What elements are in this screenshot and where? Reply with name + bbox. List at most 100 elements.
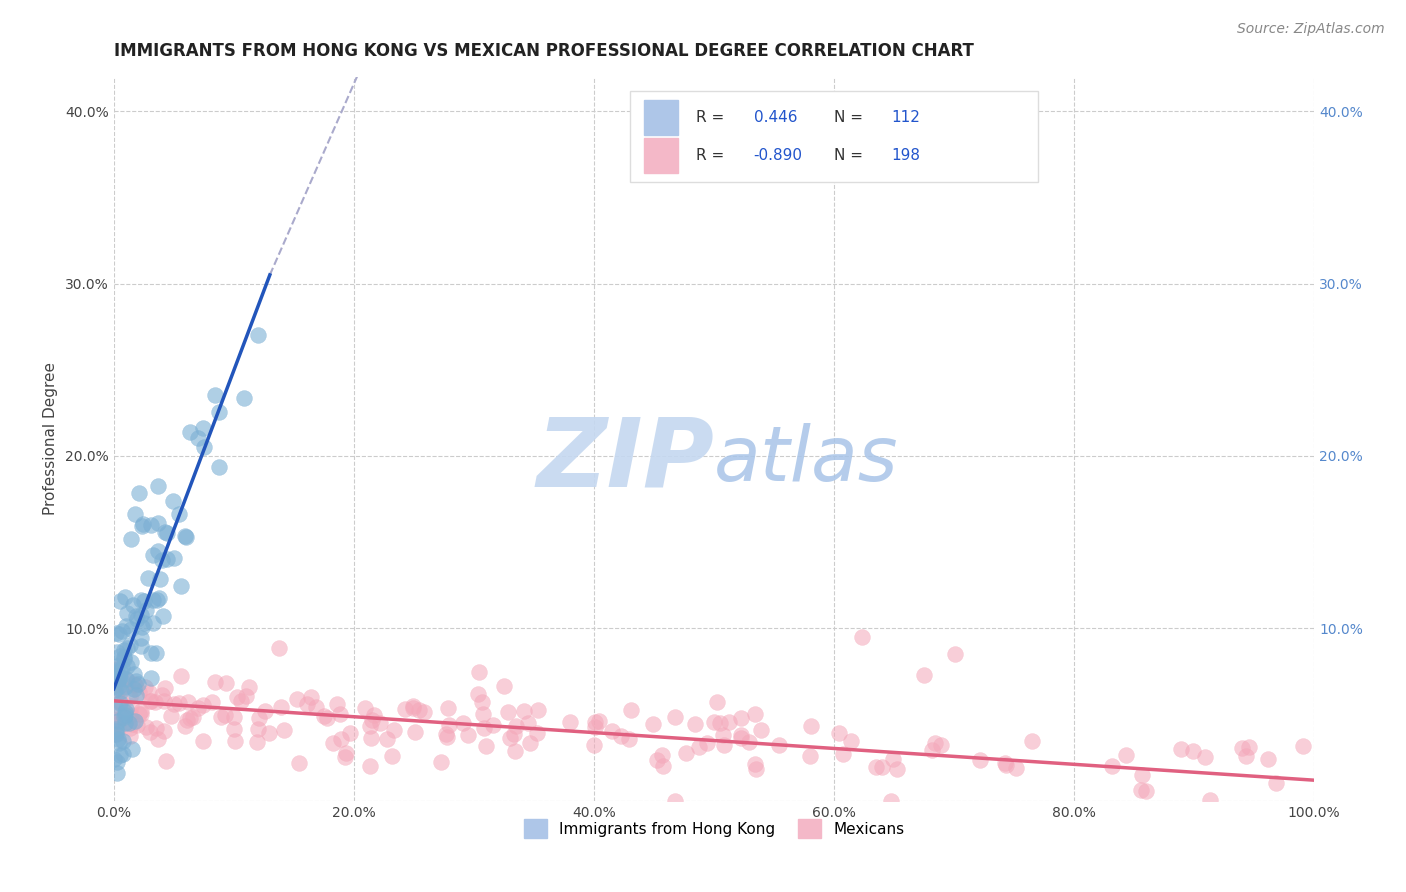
Point	[517, 716, 540, 731]
Point	[224, 733, 246, 747]
Point	[138, 684, 160, 698]
Point	[191, 698, 214, 713]
Point	[131, 519, 153, 533]
Point	[730, 711, 752, 725]
Point	[114, 619, 136, 633]
Point	[436, 731, 458, 745]
Point	[181, 710, 204, 724]
Point	[120, 690, 142, 705]
Point	[187, 431, 209, 445]
Point	[359, 719, 381, 733]
Point	[117, 658, 139, 673]
Point	[114, 705, 136, 719]
Point	[124, 678, 146, 692]
Point	[129, 593, 152, 607]
Point	[112, 642, 135, 657]
Point	[174, 719, 197, 733]
Point	[111, 696, 134, 710]
Point	[214, 708, 236, 723]
Point	[912, 667, 935, 681]
Point	[107, 659, 129, 673]
Point	[139, 694, 162, 708]
Point	[1257, 752, 1279, 766]
Point	[408, 703, 430, 717]
Point	[120, 721, 142, 735]
Text: IMMIGRANTS FROM HONG KONG VS MEXICAN PROFESSIONAL DEGREE CORRELATION CHART: IMMIGRANTS FROM HONG KONG VS MEXICAN PRO…	[114, 42, 974, 60]
Point	[527, 702, 550, 716]
Point	[162, 493, 184, 508]
Point	[139, 671, 162, 685]
Point	[745, 762, 768, 776]
Point	[103, 727, 125, 741]
Point	[163, 551, 186, 566]
Point	[270, 700, 292, 714]
Point	[103, 678, 125, 692]
Point	[969, 753, 991, 767]
Point	[107, 731, 129, 746]
Point	[111, 624, 134, 638]
Point	[1230, 740, 1253, 755]
Point	[519, 736, 541, 750]
Point	[401, 700, 423, 714]
Point	[246, 735, 269, 749]
Point	[643, 717, 665, 731]
Point	[170, 579, 193, 593]
Point	[526, 725, 548, 739]
Point	[125, 674, 148, 689]
Point	[111, 681, 134, 695]
Point	[931, 738, 953, 752]
Point	[167, 697, 190, 711]
Point	[114, 707, 136, 722]
Point	[269, 640, 291, 655]
Point	[664, 709, 686, 723]
Point	[215, 676, 238, 690]
Point	[368, 716, 391, 731]
Point	[301, 690, 323, 704]
Point	[688, 739, 710, 754]
Point	[333, 750, 356, 764]
Point	[114, 680, 136, 694]
Point	[153, 694, 176, 708]
Point	[457, 728, 479, 742]
Point	[207, 459, 229, 474]
Point	[498, 731, 520, 746]
Point	[583, 714, 606, 729]
Point	[124, 507, 146, 521]
Point	[107, 714, 129, 728]
Point	[921, 743, 943, 757]
Point	[620, 703, 643, 717]
Point	[108, 747, 131, 762]
Point	[799, 749, 821, 764]
Point	[839, 734, 862, 748]
Point	[108, 672, 131, 686]
Point	[103, 673, 125, 688]
Point	[1237, 739, 1260, 754]
Point	[104, 673, 127, 688]
Point	[453, 716, 475, 731]
Point	[222, 710, 245, 724]
Point	[1021, 734, 1043, 748]
Point	[1265, 776, 1288, 790]
Point	[851, 630, 873, 644]
Point	[114, 702, 136, 716]
Point	[104, 713, 127, 727]
Point	[404, 724, 426, 739]
Point	[273, 723, 295, 738]
Point	[339, 725, 361, 739]
Text: 112: 112	[891, 110, 921, 125]
Point	[108, 627, 131, 641]
Point	[394, 702, 416, 716]
Point	[1170, 741, 1192, 756]
Text: R =: R =	[696, 110, 730, 125]
Point	[127, 612, 149, 626]
Point	[1181, 744, 1204, 758]
Point	[439, 718, 461, 732]
Point	[610, 730, 633, 744]
Point	[312, 708, 335, 723]
Point	[361, 713, 384, 727]
Point	[222, 722, 245, 736]
Point	[1115, 748, 1137, 763]
Point	[882, 752, 904, 766]
Point	[105, 755, 128, 769]
Point	[246, 328, 269, 343]
